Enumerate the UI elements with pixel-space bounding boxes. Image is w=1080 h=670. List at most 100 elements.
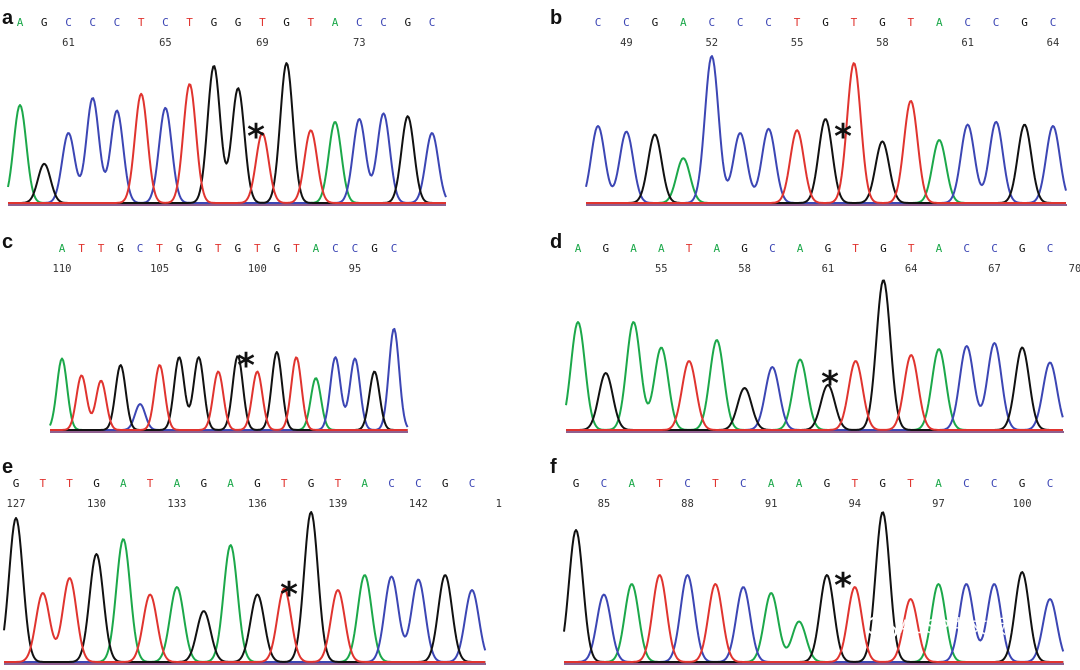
position-label: 70 xyxy=(1069,263,1080,275)
base-call: A xyxy=(935,477,942,490)
base-call: T xyxy=(307,16,314,29)
base-call: C xyxy=(740,477,747,490)
base-call: C xyxy=(65,16,72,29)
base-call: G xyxy=(573,477,580,490)
panel-e-letter: e xyxy=(2,456,13,478)
trace-T xyxy=(4,577,486,663)
panel-d-letter: d xyxy=(550,231,562,253)
base-call: G xyxy=(880,242,887,255)
base-call: C xyxy=(469,477,476,490)
base-call: G xyxy=(602,242,609,255)
mutation-marker: * xyxy=(247,117,265,157)
base-call: T xyxy=(147,477,154,490)
position-label: 52 xyxy=(705,37,718,49)
position-label: 88 xyxy=(681,498,694,510)
base-call: G xyxy=(176,242,183,255)
base-call: C xyxy=(1050,16,1057,29)
panel-b-letter: b xyxy=(550,7,562,29)
base-call: T xyxy=(335,477,342,490)
base-call: G xyxy=(211,16,218,29)
base-call: C xyxy=(137,242,144,255)
position-label: 61 xyxy=(961,37,974,49)
position-label: 58 xyxy=(876,37,889,49)
position-label: 55 xyxy=(655,263,668,275)
base-call: A xyxy=(630,242,637,255)
position-label: 130 xyxy=(87,498,106,510)
base-call: G xyxy=(1019,242,1026,255)
base-call: C xyxy=(380,16,387,29)
base-call: C xyxy=(765,16,772,29)
position-label: 55 xyxy=(791,37,804,49)
base-call: C xyxy=(595,16,602,29)
mutation-marker: * xyxy=(280,575,298,615)
base-call: C xyxy=(991,477,998,490)
base-call: T xyxy=(656,477,663,490)
base-call: G xyxy=(283,16,290,29)
position-label: 139 xyxy=(328,498,347,510)
base-call: G xyxy=(234,242,241,255)
base-call: T xyxy=(39,477,46,490)
base-call: C xyxy=(993,16,1000,29)
base-call: T xyxy=(293,242,300,255)
base-call: A xyxy=(59,242,66,255)
watermark-text: AUSP中文版 xyxy=(899,616,1006,638)
base-call: A xyxy=(658,242,665,255)
trace-T xyxy=(564,574,1064,663)
base-call: T xyxy=(156,242,163,255)
base-call: T xyxy=(254,242,261,255)
base-call: C xyxy=(769,242,776,255)
base-call: C xyxy=(991,242,998,255)
position-label: 58 xyxy=(738,263,751,275)
base-call: C xyxy=(708,16,715,29)
base-call: G xyxy=(442,477,449,490)
position-label: 85 xyxy=(598,498,611,510)
position-label: 136 xyxy=(248,498,267,510)
base-call: G xyxy=(13,477,20,490)
panel-b: b C C G A C C C T G T G T A C C G C 49 52 55 58 61 64 * xyxy=(550,7,1067,206)
base-call: G xyxy=(824,477,831,490)
mutation-marker: * xyxy=(834,117,852,157)
base-call: A xyxy=(575,242,582,255)
base-call: C xyxy=(963,477,970,490)
base-call: T xyxy=(215,242,222,255)
base-call: T xyxy=(851,477,858,490)
position-label: 110 xyxy=(53,263,72,275)
base-call: C xyxy=(332,242,339,255)
base-call: C xyxy=(1047,477,1054,490)
base-call: T xyxy=(712,477,719,490)
base-call: T xyxy=(98,242,105,255)
base-call: G xyxy=(195,242,202,255)
base-call: T xyxy=(907,477,914,490)
base-call: G xyxy=(41,16,48,29)
base-call: G xyxy=(879,477,886,490)
base-call: T xyxy=(852,242,859,255)
position-label: 133 xyxy=(167,498,186,510)
base-call: G xyxy=(273,242,280,255)
position-label: 73 xyxy=(353,37,366,49)
panel-a-letter: a xyxy=(2,7,14,29)
base-call: C xyxy=(737,16,744,29)
position-label: 127 xyxy=(7,498,26,510)
base-call: G xyxy=(879,16,886,29)
base-call: G xyxy=(822,16,829,29)
position-label: 69 xyxy=(256,37,269,49)
position-label: 49 xyxy=(620,37,633,49)
base-call: C xyxy=(162,16,169,29)
base-call: G xyxy=(200,477,207,490)
base-call: C xyxy=(415,477,422,490)
base-call: T xyxy=(907,16,914,29)
watermark: AUSP中文版 xyxy=(866,616,1006,640)
base-call: A xyxy=(936,16,943,29)
base-call: C xyxy=(114,16,121,29)
base-call: G xyxy=(741,242,748,255)
base-call: A xyxy=(120,477,127,490)
base-call: G xyxy=(825,242,832,255)
base-call: T xyxy=(851,16,858,29)
base-call: T xyxy=(259,16,266,29)
trace-T xyxy=(8,83,446,204)
base-call: T xyxy=(78,242,85,255)
base-call: T xyxy=(908,242,915,255)
base-call: A xyxy=(227,477,234,490)
